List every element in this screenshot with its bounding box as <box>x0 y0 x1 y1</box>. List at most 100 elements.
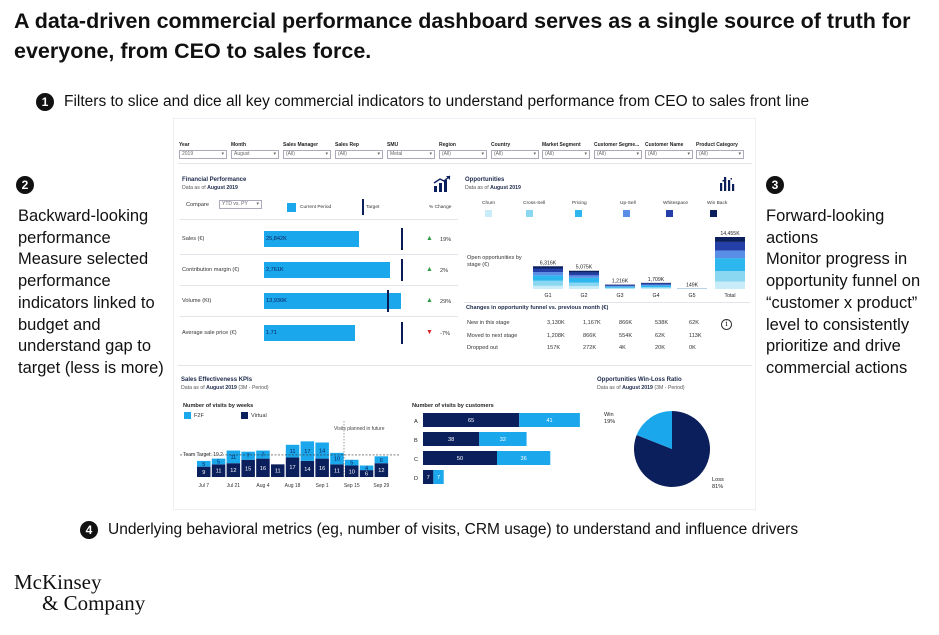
filter-dropdown[interactable]: 2019 ▾ <box>179 150 227 159</box>
f2f-bar-label: 14 <box>319 449 325 455</box>
virtual-bar <box>211 464 226 477</box>
opportunity-stage-label: G2 <box>581 293 588 299</box>
financial-row-label: Average sale price (€) <box>182 330 237 336</box>
opportunity-segment <box>533 266 563 269</box>
bar-chart-up-icon[interactable] <box>432 174 452 194</box>
filter-dropdown[interactable]: (All) ▾ <box>594 150 642 159</box>
week-tick-label: Jul 21 <box>227 483 241 489</box>
loss-label: Loss <box>712 477 724 483</box>
change-value: 62K <box>655 332 665 339</box>
opportunity-stage-label: G5 <box>689 293 696 299</box>
f2f-bar <box>256 450 270 459</box>
customer-label: D <box>414 476 418 482</box>
f2f-bar <box>345 459 359 466</box>
triangle-up-icon: ▲ <box>426 297 433 304</box>
chevron-down-icon: ▾ <box>377 151 380 157</box>
opportunity-segment <box>569 272 599 276</box>
filter-dropdown[interactable]: (All) ▾ <box>335 150 383 159</box>
row-divider <box>180 316 458 317</box>
f2f-bar <box>359 465 374 471</box>
virtual-bar-label: 16 <box>260 466 266 472</box>
virtual-bar-label: 14 <box>304 467 310 473</box>
virtual-bar <box>330 464 344 477</box>
financial-bar-value: 13,936K <box>266 298 287 304</box>
opportunity-segment <box>605 285 635 287</box>
customer-virtual-label: 65 <box>468 418 474 424</box>
filter-label: Customer Name <box>645 142 684 148</box>
week-tick-label: Aug 18 <box>285 483 301 489</box>
customers-title: Number of visits by customers <box>412 403 494 409</box>
callout-behavioral: 4 Underlying behavioral metrics (eg, num… <box>80 521 798 539</box>
opportunity-segment <box>715 258 745 272</box>
opportunity-stage-label: Total <box>725 293 736 299</box>
virtual-bar-label: 16 <box>319 466 325 472</box>
chevron-down-icon: ▾ <box>636 151 639 157</box>
chevron-down-icon: ▾ <box>481 151 484 157</box>
opportunity-segment <box>533 272 563 276</box>
f2f-bar-label: 11 <box>230 455 236 461</box>
callout-body: Monitor progress in opportunity funnel o… <box>766 250 921 377</box>
filter-label: Sales Manager <box>283 142 319 148</box>
filter-dropdown[interactable]: (All) ▾ <box>491 150 539 159</box>
virtual-bar-label: 9 <box>202 470 205 476</box>
change-value: 113K <box>689 332 702 339</box>
f2f-bar <box>330 452 344 465</box>
filter-dropdown[interactable]: Metal ▾ <box>387 150 435 159</box>
legend-virtual-label: Virtual <box>251 413 267 419</box>
compare-dropdown[interactable]: YTD vs. PY ▾ <box>219 200 262 209</box>
financial-title: Financial Performance <box>182 177 247 183</box>
filter-value: (All) <box>648 151 657 157</box>
change-value: 20K <box>655 345 665 351</box>
filter-dropdown[interactable]: (All) ▾ <box>645 150 693 159</box>
dashboard-screenshot: Year 2019 ▾ Month August ▾ Sales Manager (All) ▾… <box>173 118 756 510</box>
f2f-bar-label: 7 <box>261 453 264 459</box>
customer-f2f-label: 32 <box>500 437 506 443</box>
filter-dropdown[interactable]: (All) ▾ <box>696 150 744 159</box>
change-row-label: Dropped out <box>467 345 498 351</box>
filter-dropdown[interactable]: August ▾ <box>231 150 279 159</box>
opportunity-total-label: 149K <box>686 282 699 288</box>
filter-value: (All) <box>545 151 554 157</box>
virtual-bar-label: 11 <box>216 469 222 475</box>
target-marker <box>401 228 403 250</box>
winloss-title: Opportunities Win-Loss Ratio <box>597 377 682 383</box>
virtual-bar <box>374 463 389 477</box>
opportunity-legend-label: Up-Sell <box>620 201 636 206</box>
week-tick-label: Aug 4 <box>256 483 269 489</box>
filter-dropdown[interactable]: (All) ▾ <box>542 150 590 159</box>
legend-current-swatch <box>287 203 296 212</box>
row-divider <box>180 285 458 286</box>
financial-bar <box>264 325 355 341</box>
opportunity-legend-swatch <box>575 210 582 217</box>
customer-virtual-bar <box>423 451 497 465</box>
virtual-bar <box>345 465 359 477</box>
opportunity-legend-label: Churn <box>482 201 496 206</box>
opportunity-total-label: 6,316K <box>540 260 557 266</box>
bar-chart-icon[interactable] <box>719 175 735 193</box>
opportunity-segment <box>715 250 745 259</box>
customer-f2f-bar <box>497 451 551 465</box>
virtual-bar <box>256 458 270 477</box>
change-value: 866K <box>583 332 597 339</box>
financial-subtitle: Data as of August 2019 <box>182 185 238 191</box>
opportunity-segment <box>569 286 599 289</box>
team-target-label: Team Target: 19.2 <box>183 452 223 458</box>
opportunity-segment <box>715 281 745 289</box>
opportunity-legend-label: Whitespace <box>663 201 689 206</box>
compare-label: Compare <box>186 202 210 208</box>
win-label: Win <box>604 412 614 418</box>
f2f-bar <box>226 450 241 464</box>
callout-body: Measure selected performance indicators … <box>18 250 164 377</box>
info-icon[interactable]: i <box>721 319 732 330</box>
virtual-bar-label: 17 <box>289 465 295 471</box>
callout-backward: 2 <box>16 176 34 194</box>
customer-f2f-bar <box>433 470 444 484</box>
opportunity-segment <box>641 287 671 289</box>
filter-dropdown[interactable]: (All) ▾ <box>283 150 331 159</box>
callout-forward-text: Forward-looking actions Monitor progress… <box>766 206 926 380</box>
opportunity-stage-label: G3 <box>617 293 624 299</box>
customer-f2f-label: 7 <box>437 475 440 481</box>
page-title: A data-driven commercial performance das… <box>14 9 911 63</box>
filter-dropdown[interactable]: (All) ▾ <box>439 150 487 159</box>
